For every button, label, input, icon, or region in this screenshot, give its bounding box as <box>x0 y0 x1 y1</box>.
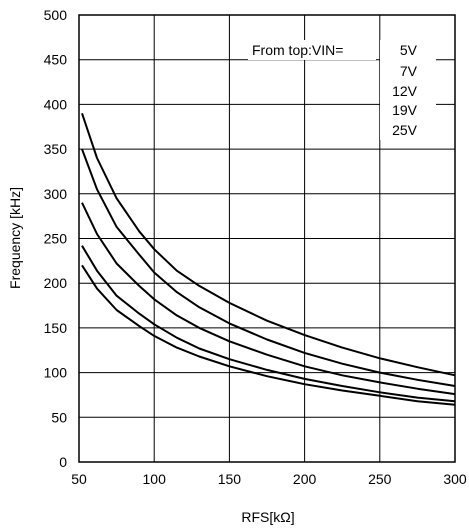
annotation-background <box>380 40 436 140</box>
x-tick-label: 100 <box>143 471 167 487</box>
annotation-label-5v: 5V <box>400 42 418 58</box>
series-lines <box>81 112 456 406</box>
legend-annotation: From top:VIN= 5V 7V 12V 19V 25V <box>248 40 436 140</box>
y-tick-label: 350 <box>44 141 68 157</box>
x-tick-label: 200 <box>293 471 317 487</box>
series-line-19v <box>81 245 456 403</box>
series-line-5v <box>81 112 456 377</box>
annotation-label-19v: 19V <box>392 102 418 118</box>
y-tick-label: 150 <box>44 320 68 336</box>
x-tick-label: 50 <box>71 471 87 487</box>
annotation-label-25v: 25V <box>392 122 418 138</box>
series-line-25v <box>81 264 456 406</box>
series-line-12v <box>81 202 456 396</box>
y-tick-label: 450 <box>44 52 68 68</box>
y-tick-label: 300 <box>44 186 68 202</box>
y-tick-label: 500 <box>44 7 68 23</box>
y-tick-label: 400 <box>44 96 68 112</box>
x-axis-title: RFS[kΩ] <box>241 509 294 525</box>
y-tick-label: 50 <box>51 409 67 425</box>
x-tick-labels: 50 100 150 200 250 300 <box>71 471 467 487</box>
series-line-7v <box>81 148 456 387</box>
y-axis-title: Frequency [kHz] <box>7 187 23 289</box>
annotation-prefix-background <box>248 40 376 60</box>
y-tick-label: 250 <box>44 231 68 247</box>
annotation-label-7v: 7V <box>400 63 418 79</box>
x-tick-label: 250 <box>368 471 392 487</box>
y-tick-label: 200 <box>44 275 68 291</box>
annotation-prefix: From top:VIN= <box>252 42 343 58</box>
x-tick-label: 300 <box>443 471 467 487</box>
x-tick-label: 150 <box>218 471 242 487</box>
y-tick-label: 0 <box>59 454 67 470</box>
y-tick-labels: 0 50 100 150 200 250 300 350 400 450 500 <box>44 7 68 470</box>
annotation-label-12v: 12V <box>392 83 418 99</box>
y-tick-label: 100 <box>44 365 68 381</box>
plot-frame <box>78 14 456 463</box>
